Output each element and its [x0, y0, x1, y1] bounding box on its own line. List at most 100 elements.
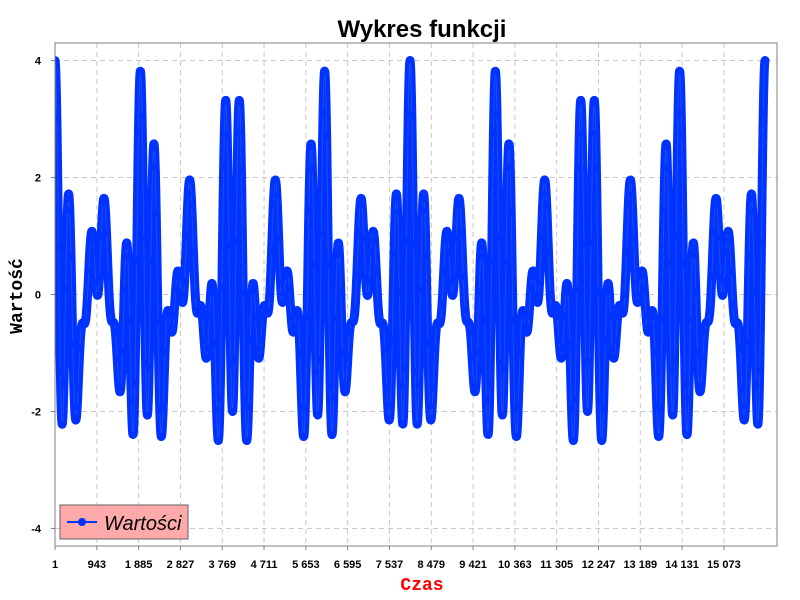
series-point [351, 305, 359, 313]
series-point [600, 404, 607, 412]
series-point [161, 347, 169, 355]
series-point [507, 208, 515, 216]
series-point [426, 402, 434, 410]
series-point [56, 369, 64, 377]
series-point [188, 201, 196, 209]
series-point [150, 144, 158, 152]
series-point [688, 251, 696, 259]
series-point [498, 411, 506, 419]
series-point [692, 288, 700, 296]
series-point [214, 437, 222, 445]
y-tick-label: 2 [35, 173, 41, 185]
series-point [743, 338, 751, 346]
series-point [594, 288, 602, 296]
series-point [197, 302, 205, 309]
series-point [369, 228, 377, 236]
series-point [333, 251, 341, 259]
series-point [264, 308, 272, 316]
series-point [612, 336, 620, 344]
series-point [607, 313, 615, 321]
series-point [736, 345, 744, 353]
series-point [724, 228, 732, 236]
series-point [152, 209, 160, 217]
series-point [202, 354, 210, 362]
series-point [500, 365, 508, 373]
series-point [626, 176, 634, 184]
series-point [81, 318, 89, 326]
chart-title: Wykres funkcji [338, 16, 507, 43]
series-point [106, 306, 114, 314]
series-point [120, 287, 128, 295]
series-point [475, 287, 483, 295]
series-point [250, 283, 258, 291]
series-point [418, 207, 426, 215]
series-point [539, 190, 547, 198]
series-wartosci [55, 56, 770, 446]
series-point [136, 67, 144, 75]
x-tick-label: 6 595 [334, 559, 362, 571]
series-point [410, 241, 418, 249]
series-point [431, 344, 439, 352]
series-point [85, 267, 93, 275]
x-axis-ticks: 1 943 1 885 2 827 3 769 4 711 5 653 6 595 7 537 8… [52, 546, 741, 571]
series-point [213, 405, 221, 413]
series-point [429, 384, 437, 392]
series-point [280, 290, 288, 298]
series-point [619, 309, 627, 317]
series-point [390, 250, 398, 258]
series-point [344, 353, 352, 361]
series-point [294, 313, 302, 321]
series-point [131, 379, 139, 387]
series-point [175, 273, 183, 281]
series-point [516, 348, 524, 356]
series-point [658, 315, 666, 323]
series-point [165, 309, 173, 317]
series-point [62, 284, 70, 292]
series-point [544, 248, 552, 256]
series-point [181, 277, 189, 285]
series-point [697, 381, 705, 389]
series-point [156, 406, 164, 414]
series-point [209, 289, 217, 297]
series-point [218, 284, 226, 292]
series-point [443, 228, 451, 236]
series-point [589, 129, 597, 137]
series-point [752, 381, 760, 389]
legend-entry-wartosci: Wartości [104, 513, 182, 535]
series-point [722, 248, 730, 256]
legend: Wartości [59, 504, 189, 540]
series-point [479, 252, 487, 260]
series-point [159, 401, 167, 409]
series-point [427, 414, 435, 422]
series-point [440, 267, 448, 275]
series-point [117, 384, 125, 392]
series-point [502, 258, 510, 266]
series-point [585, 357, 593, 365]
series-point [346, 328, 354, 336]
series-point [316, 356, 324, 364]
series-point [461, 306, 469, 314]
series-point [353, 272, 361, 280]
series-point [422, 252, 430, 260]
series-point [718, 291, 726, 299]
series-point [505, 143, 513, 151]
series-point [458, 228, 465, 236]
series-point [734, 322, 742, 330]
series-point [592, 165, 600, 173]
series-point [584, 407, 592, 415]
series-point [275, 235, 283, 243]
series-point [191, 291, 199, 299]
series-point [166, 322, 174, 330]
series-point [656, 404, 664, 412]
series-point [374, 302, 382, 310]
x-tick-label: 12 247 [582, 559, 616, 571]
series-point [726, 236, 734, 244]
series-point [557, 354, 565, 362]
series-point [562, 283, 570, 291]
series-point [317, 230, 325, 238]
series-point [580, 240, 588, 248]
series-point [63, 206, 71, 214]
series-point [488, 258, 496, 266]
series-point [296, 349, 304, 357]
series-point [489, 129, 497, 137]
